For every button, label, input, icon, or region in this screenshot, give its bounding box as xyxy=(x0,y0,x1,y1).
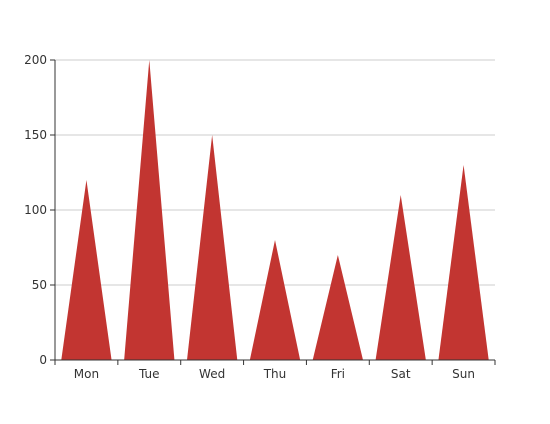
bar-sun[interactable] xyxy=(438,165,489,360)
x-tick-label: Thu xyxy=(263,367,287,381)
axes: 0 50 100 150 200 Mon Tue Wed Thu Fri Sat Sun xyxy=(24,53,496,381)
y-tick-label: 100 xyxy=(24,203,47,217)
x-tick-label: Fri xyxy=(331,367,345,381)
y-tick-label: 50 xyxy=(32,278,47,292)
x-tick-label: Sun xyxy=(452,367,475,381)
bar-sat[interactable] xyxy=(375,195,426,360)
y-tick-label: 150 xyxy=(24,128,47,142)
bar-fri[interactable] xyxy=(312,255,363,360)
bar-thu[interactable] xyxy=(249,240,301,360)
x-tick-label: Wed xyxy=(199,367,225,381)
x-tick-label: Sat xyxy=(391,367,411,381)
y-tick-label: 200 xyxy=(24,53,47,67)
y-tick-label: 0 xyxy=(39,353,47,367)
bars xyxy=(61,60,489,360)
x-tick-label: Mon xyxy=(74,367,99,381)
bar-tue[interactable] xyxy=(124,60,175,360)
bar-wed[interactable] xyxy=(187,135,238,360)
bar-mon[interactable] xyxy=(61,180,112,360)
x-tick-label: Tue xyxy=(138,367,160,381)
